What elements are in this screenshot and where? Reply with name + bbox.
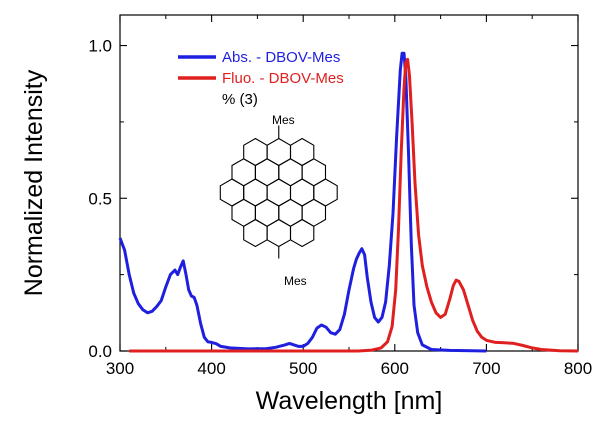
molecule-ring bbox=[313, 178, 338, 207]
y-tick-label: 0.5 bbox=[88, 189, 112, 208]
molecule-structure bbox=[219, 125, 338, 259]
molecule-ring bbox=[301, 158, 327, 187]
series-line-absorption bbox=[118, 51, 487, 353]
molecule-ring bbox=[254, 158, 280, 187]
x-tick-label: 300 bbox=[106, 359, 134, 378]
series-line-fluorescence bbox=[129, 57, 579, 353]
x-tick-label: 500 bbox=[289, 359, 317, 378]
legend-label-abs: Abs. - DBOV-Mes bbox=[222, 49, 340, 66]
molecule-ring bbox=[231, 158, 256, 187]
structure-label-bottom: Mes bbox=[284, 274, 307, 288]
molecule-ring bbox=[289, 218, 315, 248]
x-tick-label: 700 bbox=[472, 359, 500, 378]
structure-label-top: Mes bbox=[272, 113, 295, 127]
x-tick-label: 600 bbox=[381, 359, 409, 378]
molecule-ring bbox=[219, 178, 245, 207]
molecule-ring bbox=[266, 137, 292, 167]
legend: Abs. - DBOV-Mes Fluo. - DBOV-Mes % (3) bbox=[178, 49, 344, 108]
molecule-ring bbox=[243, 137, 268, 167]
molecule-ring bbox=[301, 198, 327, 227]
molecule-ring bbox=[243, 178, 268, 207]
molecule-ring bbox=[278, 198, 303, 227]
molecule-ring bbox=[278, 158, 303, 187]
molecule-ring bbox=[243, 218, 268, 248]
molecule-ring bbox=[231, 198, 256, 227]
molecule-ring bbox=[266, 178, 292, 207]
plot-frame bbox=[119, 14, 579, 352]
molecule-ring bbox=[266, 218, 292, 248]
legend-annotation: % (3) bbox=[222, 91, 258, 108]
y-tick-label: 0.0 bbox=[88, 342, 112, 361]
x-tick-label: 400 bbox=[197, 359, 225, 378]
legend-label-fluo: Fluo. - DBOV-Mes bbox=[222, 70, 344, 87]
molecule-ring bbox=[254, 198, 280, 227]
y-axis-title: Normalized Intensity bbox=[20, 69, 48, 296]
x-axis-title: Wavelength [nm] bbox=[256, 387, 443, 415]
x-tick-label: 800 bbox=[564, 359, 592, 378]
y-tick-label: 1.0 bbox=[88, 37, 112, 56]
